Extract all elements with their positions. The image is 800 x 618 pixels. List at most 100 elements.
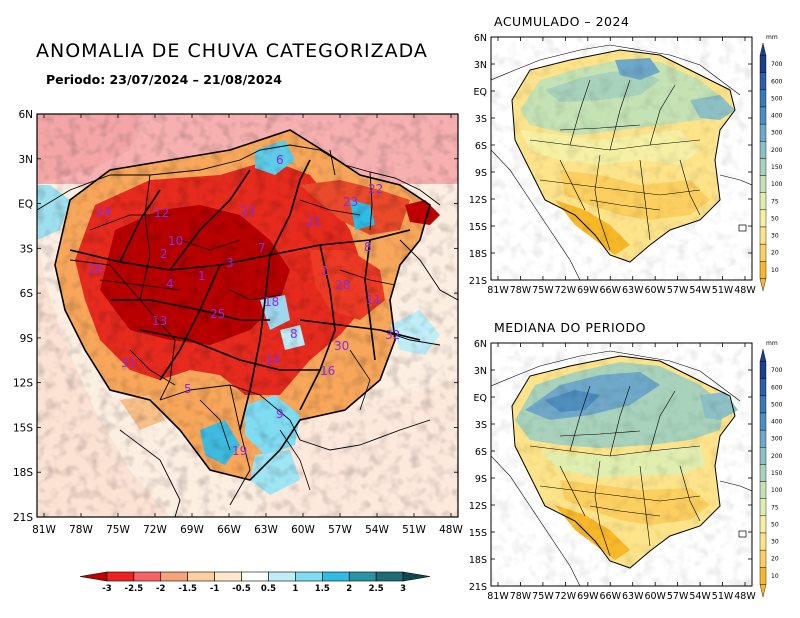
colorbar-label: 10 <box>771 573 779 580</box>
colorbar-swatch <box>322 571 350 582</box>
colorbar-label: -1.5 <box>178 584 197 594</box>
basin-label: 4 <box>166 277 174 291</box>
colorbar-swatch <box>160 571 188 582</box>
colorbar-label: 1.5 <box>315 584 330 594</box>
lon-tick-label: 72W <box>555 591 577 602</box>
lon-tick-label: 75W <box>106 524 130 536</box>
colorbar-swatch <box>759 72 767 91</box>
colorbar-swatch <box>759 55 767 73</box>
lat-tick-label: 3N <box>474 366 487 377</box>
colorbar-label: 30 <box>771 539 779 546</box>
basin-label: 12 <box>154 206 169 220</box>
median-colorbar-unit: mm <box>766 340 778 347</box>
lon-tick-label: 60W <box>291 524 315 536</box>
lat-tick-label: 21S <box>469 276 487 287</box>
median-colorbar: 700 600 500 400 300 200 150 100 75 50 30 20 10 <box>759 348 783 598</box>
colorbar-label: -1 <box>210 584 220 594</box>
basin-label: 21 <box>306 215 321 229</box>
lon-tick-label: 78W <box>510 285 532 296</box>
colorbar-swatch <box>375 571 404 582</box>
lon-tick-label: 54W <box>689 591 711 602</box>
lat-tick-label: 15S <box>469 528 487 539</box>
colorbar-label: -3 <box>102 584 112 594</box>
lat-tick-label: EQ <box>474 393 487 404</box>
colorbar-label: 100 <box>771 487 783 494</box>
colorbar-label: 500 <box>771 401 783 408</box>
lon-tick-label: 78W <box>69 524 93 536</box>
lon-tick-label: 63W <box>622 591 644 602</box>
colorbar-swatch <box>214 571 242 582</box>
lon-tick-label: 69W <box>577 591 599 602</box>
lon-tick-label: 72W <box>555 285 577 296</box>
basin-label: 24 <box>96 205 111 219</box>
colorbar-label: 75 <box>771 198 779 205</box>
colorbar-swatch <box>759 378 767 397</box>
main-anomaly-map: 6 22 12 23 24 21 23 10 8 2 26 7 3 1 4 28… <box>13 109 464 536</box>
colorbar-label: -2.5 <box>125 584 144 594</box>
basin-label: 25 <box>210 307 225 321</box>
colorbar-swatch <box>759 532 767 551</box>
lon-tick-label: 66W <box>217 524 241 536</box>
colorbar-label: 1 <box>292 584 298 594</box>
lat-tick-label: 18S <box>13 467 33 479</box>
colorbar-swatch <box>759 226 767 245</box>
lon-tick-label: 48W <box>734 285 756 296</box>
lon-tick-label: 66W <box>600 591 622 602</box>
basin-label: 8 <box>364 240 372 254</box>
colorbar-label: 600 <box>771 78 783 85</box>
main-map-frame <box>36 113 459 518</box>
colorbar-label: 2 <box>346 584 352 594</box>
lat-tick-label: 6S <box>475 447 487 458</box>
lon-tick-label: 75W <box>532 591 554 602</box>
colorbar-label: 50 <box>771 521 779 528</box>
lat-tick-label: 3N <box>18 154 33 166</box>
lat-tick-label: 9S <box>475 474 487 485</box>
basin-label: 11 <box>366 293 381 307</box>
basin-label: 23 <box>240 204 255 218</box>
colorbar-swatch <box>187 571 215 582</box>
lon-tick-label: 63W <box>622 285 644 296</box>
lon-tick-label: 57W <box>667 285 689 296</box>
colorbar-swatch <box>759 481 767 499</box>
lon-tick-label: 78W <box>510 591 532 602</box>
colorbar-swatch <box>759 89 767 108</box>
lon-tick-label: 54W <box>689 285 711 296</box>
lat-tick-label: 3N <box>474 60 487 71</box>
lon-tick-label: 57W <box>328 524 352 536</box>
colorbar-label: 600 <box>771 384 783 391</box>
basin-label: 22 <box>368 182 383 196</box>
median-map-title: MEDIANA DO PERIODO <box>494 320 646 335</box>
colorbar-label: 300 <box>771 130 783 137</box>
lat-tick-label: 3S <box>475 114 487 125</box>
basin-label: 7 <box>258 241 266 255</box>
colorbar-label: 10 <box>771 267 779 274</box>
colorbar-label: -0.5 <box>232 584 251 594</box>
lon-tick-label: 57W <box>667 591 689 602</box>
basin-label: 26 <box>88 262 103 276</box>
accumulated-colorbar: 700 600 500 400 300 200 150 100 75 50 30 20 10 <box>759 42 783 292</box>
colorbar-swatch <box>759 261 767 279</box>
lat-tick-label: 6S <box>20 288 34 300</box>
basin-number-labels: 6 22 12 23 24 21 23 10 8 2 26 7 3 1 4 28… <box>88 153 400 458</box>
lon-tick-label: 48W <box>734 591 756 602</box>
lon-tick-label: 81W <box>32 524 56 536</box>
lat-tick-label: 12S <box>469 195 487 206</box>
colorbar-label: 150 <box>771 164 783 171</box>
colorbar-label: 400 <box>771 419 783 426</box>
main-map-period: Periodo: 23/07/2024 – 21/08/2024 <box>46 72 282 87</box>
colorbar-label: 400 <box>771 113 783 120</box>
lon-tick-label: 63W <box>254 524 278 536</box>
lat-tick-label: 21S <box>13 512 33 524</box>
lat-tick-label: 6S <box>475 141 487 152</box>
colorbar-label: 30 <box>771 233 779 240</box>
lon-tick-label: 48W <box>439 524 463 536</box>
lon-tick-label: 51W <box>712 591 734 602</box>
colorbar-swatch <box>759 209 767 228</box>
colorbar-label: 75 <box>771 504 779 511</box>
lat-tick-label: 12S <box>469 501 487 512</box>
basin-label: 1 <box>198 269 206 283</box>
